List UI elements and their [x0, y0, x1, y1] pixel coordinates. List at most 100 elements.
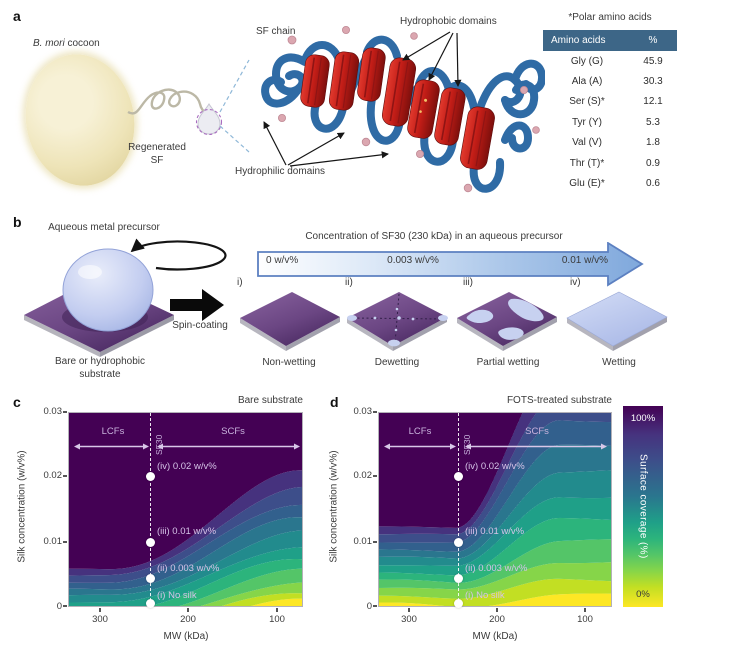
d-ytick-002: 0.02: [353, 470, 373, 481]
scfs-range-arrow: [465, 443, 607, 450]
d-ytick-003: 0.03: [353, 406, 373, 417]
aa-name: Glu (E)*: [569, 178, 605, 190]
aa-pct: 1.8: [646, 137, 660, 149]
tile-wetting: [566, 291, 668, 351]
precursor-label: Aqueous metal precursor: [48, 222, 160, 233]
table-row: Ala (A) 30.3: [543, 71, 677, 91]
droplet-dashed-circle: [195, 108, 223, 136]
c-xtick-100: 100: [269, 614, 285, 625]
aa-name: Val (V): [572, 137, 602, 149]
amino-table-header: Amino acids %: [543, 30, 677, 51]
panel-c-contour-canvas: [69, 413, 302, 606]
data-point-i: [146, 599, 155, 608]
colorbar-title: Surface coverage (%): [637, 454, 649, 559]
colorbar-top-label: 100%: [630, 413, 656, 424]
spin-coating-label: Spin-coating: [172, 320, 228, 331]
concentration-gradient-arrow: [257, 242, 644, 287]
data-point-iii: [146, 538, 155, 547]
stage-numeral-iii: iii): [463, 277, 473, 288]
c-ytick-002: 0.02: [43, 470, 63, 481]
panel-b-label: b: [13, 214, 22, 230]
table-row: Gly (G) 45.9: [543, 51, 677, 71]
d-xtick-300: 300: [401, 614, 417, 625]
hydrophobic-cylinders: [300, 47, 495, 170]
sf-chain-label: SF chain: [256, 26, 296, 37]
amino-table-title: *Polar amino acids: [568, 12, 652, 23]
stage-numeral-iv: iv): [570, 277, 581, 288]
aa-name: Ser (S)*: [569, 96, 605, 108]
panel-d-label: d: [330, 394, 339, 410]
scfs-label: SCFs: [525, 426, 549, 437]
regenerated-sf-line1: Regenerated: [128, 142, 186, 153]
d-ytick-001: 0.01: [353, 536, 373, 547]
c-ytick-003: 0.03: [43, 406, 63, 417]
spin-coating-arrow-icon: [170, 289, 224, 321]
aa-pct: 5.3: [646, 116, 660, 128]
hydrophobic-arrows: [402, 31, 462, 87]
lcfs-label: LCFs: [408, 426, 432, 437]
table-row: Glu (E)* 0.6: [543, 173, 677, 193]
droplet-on-substrate-illustration: [24, 238, 227, 357]
c-xtick-300: 300: [92, 614, 108, 625]
data-point-iv: [146, 472, 155, 481]
lcfs-range-arrow: [384, 443, 456, 450]
amino-header-name: Amino acids: [551, 35, 606, 46]
lcfs-range-arrow: [74, 443, 149, 450]
conc-label-0: 0 w/v%: [266, 255, 299, 266]
bare-substrate-label: Bare or hydrophobic substrate: [38, 356, 162, 381]
stage-name-wetting: Wetting: [602, 357, 636, 368]
colorbar-bottom-label: 0%: [636, 589, 650, 600]
stage-numeral-ii: ii): [345, 277, 353, 288]
conc-label-0003: 0.003 w/v%: [387, 255, 439, 266]
panel-d-plot: SF30 LCFs SCFs (iv) 0.02 w/v% (iii) 0.01…: [378, 412, 612, 608]
lcfs-label: LCFs: [101, 426, 125, 437]
stage-name-partial-wetting: Partial wetting: [476, 357, 540, 368]
c-ytick-001: 0.01: [43, 536, 63, 547]
annotation-ii: (ii) 0.003 w/v%: [157, 563, 220, 574]
aa-name: Gly (G): [570, 55, 604, 67]
concentration-arrow-title: Concentration of SF30 (230 kDa) in an aq…: [305, 231, 563, 242]
silk-thread: [127, 88, 208, 115]
sf30-dashed-line: [150, 413, 151, 606]
sf-chain-illustration: [127, 25, 545, 193]
annotation-iii: (iii) 0.01 w/v%: [465, 526, 525, 537]
aa-name: Ala (A): [571, 76, 603, 88]
amino-acid-table: Amino acids % Gly (G) 45.9 Ala (A) 30.3 Se…: [543, 30, 677, 194]
cocoon-label-rest: cocoon: [64, 38, 100, 49]
d-yaxis-label: Silk concentration (w/v%): [328, 450, 340, 563]
panel-a-label: a: [13, 8, 21, 24]
conc-label-001: 0.01 w/v%: [561, 255, 608, 266]
aa-pct: 30.3: [643, 76, 663, 88]
data-point-i: [454, 599, 463, 608]
stage-name-non-wetting: Non-wetting: [262, 357, 316, 368]
annotation-iv: (iv) 0.02 w/v%: [157, 461, 217, 472]
aa-pct: 0.9: [646, 157, 660, 169]
annotation-i: (i) No silk: [465, 590, 505, 601]
cocoon-label: B. mori cocoon: [33, 38, 100, 51]
d-xtick-200: 200: [489, 614, 505, 625]
stage-name-dewetting: Dewetting: [374, 357, 420, 368]
panel-c-plot: SF30 LCFs SCFs (iv) 0.02 w/v% (iii) 0.01…: [68, 412, 303, 608]
droplet-highlight: [78, 265, 102, 279]
bare-substrate-line2: substrate: [79, 368, 121, 380]
data-point-iv: [454, 472, 463, 481]
table-row: Tyr (Y) 5.3: [543, 112, 677, 132]
regenerated-sf-line2: SF: [150, 154, 164, 166]
panel-c-label: c: [13, 394, 21, 410]
hydrophilic-arrows: [263, 121, 389, 167]
amino-header-pct: %: [648, 35, 658, 46]
tile-dewetting: [347, 292, 448, 351]
aa-pct: 12.1: [643, 96, 663, 108]
surface-coverage-colorbar: 100% Surface coverage (%) 0%: [623, 406, 663, 607]
table-row: Val (V) 1.8: [543, 133, 677, 153]
zoom-dashed-line-bottom: [219, 125, 250, 153]
aa-pct: 0.6: [646, 178, 660, 190]
precursor-droplet: [62, 248, 154, 332]
annotation-iv: (iv) 0.02 w/v%: [465, 461, 525, 472]
tile-partial-wetting: [457, 292, 557, 351]
regenerated-sf-label: Regenerated SF: [118, 142, 196, 167]
scfs-label: SCFs: [221, 426, 245, 437]
aa-name: Tyr (Y): [572, 116, 602, 128]
panel-c-title: Bare substrate: [237, 395, 303, 406]
data-point-iii: [454, 538, 463, 547]
